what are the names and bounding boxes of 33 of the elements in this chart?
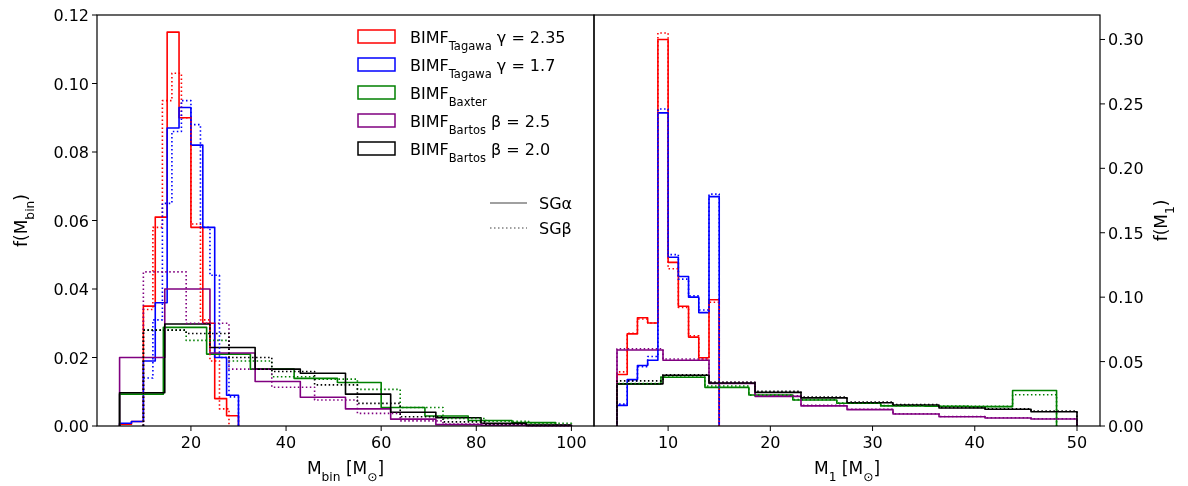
legend-label: BIMF$_{Baxter}$ bbox=[410, 84, 488, 109]
y-tick-label: 0.10 bbox=[53, 74, 89, 94]
x-tick-label: 40 bbox=[275, 433, 297, 452]
y-tick-label: 0.12 bbox=[53, 6, 89, 25]
annotation: SGβ bbox=[539, 219, 572, 238]
y-tick-label: 0.25 bbox=[1108, 94, 1144, 114]
y-tick-label: 0.10 bbox=[1108, 288, 1144, 308]
y-tick-label: 0.02 bbox=[53, 348, 89, 368]
y-tick-label: 0.30 bbox=[1108, 30, 1144, 50]
x-tick-label: 10 bbox=[657, 433, 679, 452]
x-axis-title: M$_{bin}$ [M$_{⊙}$] bbox=[306, 458, 385, 484]
x-tick-label: 40 bbox=[964, 433, 985, 452]
x-tick-label: 100 bbox=[556, 433, 587, 452]
x-tick-label: 50 bbox=[1066, 433, 1088, 452]
x-tick-label: 60 bbox=[370, 433, 392, 452]
legend-label: BIMF$_{Bartos}$ β = 2.0 bbox=[410, 140, 551, 165]
y-tick-label: 0.06 bbox=[53, 211, 89, 231]
x-tick-label: 80 bbox=[466, 433, 487, 452]
y-tick-label: 0.00 bbox=[53, 417, 89, 436]
y-tick-label: 0.20 bbox=[1108, 159, 1144, 179]
annotation: SGα bbox=[539, 194, 573, 213]
legend-label: BIMF$_{Bartos}$ β = 2.5 bbox=[410, 112, 551, 137]
x-tick-label: 20 bbox=[180, 433, 202, 452]
legend-label: BIMF$_{Tagawa}$ γ = 1.7 bbox=[410, 56, 556, 81]
x-tick-label: 20 bbox=[760, 433, 781, 452]
y-tick-label: 0.00 bbox=[1108, 417, 1144, 436]
y-tick-label: 0.08 bbox=[53, 143, 89, 162]
y-tick-label: 0.04 bbox=[53, 280, 89, 299]
legend-label: BIMF$_{Tagawa}$ γ = 2.35 bbox=[410, 28, 566, 53]
y-tick-label: 0.15 bbox=[1108, 223, 1144, 243]
x-tick-label: 30 bbox=[862, 433, 883, 452]
y-tick-label: 0.05 bbox=[1108, 352, 1144, 372]
x-axis-title: M$_{1}$ [M$_{⊙}$] bbox=[813, 458, 881, 484]
